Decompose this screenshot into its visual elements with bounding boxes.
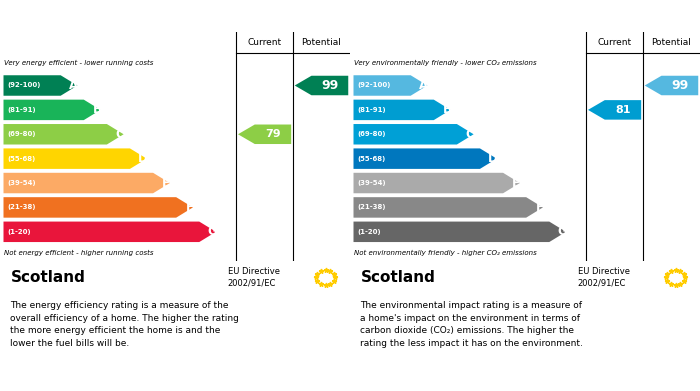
Text: (39-54): (39-54) (7, 180, 36, 186)
Text: EU Directive
2002/91/EC: EU Directive 2002/91/EC (578, 267, 629, 288)
Polygon shape (354, 100, 451, 120)
Polygon shape (354, 197, 543, 218)
Text: B: B (442, 103, 452, 117)
Text: (1-20): (1-20) (7, 229, 31, 235)
Text: B: B (92, 103, 102, 117)
Text: E: E (512, 177, 520, 190)
Text: C: C (466, 128, 475, 141)
Text: Scotland: Scotland (10, 270, 85, 285)
Text: F: F (186, 201, 193, 214)
Text: G: G (558, 225, 568, 238)
Text: (55-68): (55-68) (7, 156, 35, 161)
Text: 99: 99 (321, 79, 339, 92)
Text: (55-68): (55-68) (357, 156, 385, 161)
Polygon shape (4, 100, 101, 120)
Text: F: F (536, 201, 543, 214)
Polygon shape (4, 173, 170, 193)
Text: (92-100): (92-100) (357, 83, 391, 88)
Text: A: A (419, 79, 428, 92)
Text: Environmental Impact (CO₂) Rating: Environmental Impact (CO₂) Rating (358, 9, 605, 23)
Text: EU Directive
2002/91/EC: EU Directive 2002/91/EC (228, 267, 279, 288)
Polygon shape (4, 222, 216, 242)
Polygon shape (4, 75, 78, 96)
Text: (1-20): (1-20) (357, 229, 381, 235)
Polygon shape (645, 76, 699, 95)
Text: (81-91): (81-91) (357, 107, 386, 113)
Polygon shape (4, 149, 147, 169)
Text: Very environmentally friendly - lower CO₂ emissions: Very environmentally friendly - lower CO… (354, 60, 536, 66)
Text: (92-100): (92-100) (7, 83, 41, 88)
Text: Current: Current (248, 38, 281, 47)
Text: A: A (69, 79, 78, 92)
Text: G: G (208, 225, 218, 238)
Text: (21-38): (21-38) (7, 204, 36, 210)
Text: (69-80): (69-80) (7, 131, 36, 137)
Text: (69-80): (69-80) (357, 131, 386, 137)
Text: Potential: Potential (302, 38, 342, 47)
Polygon shape (354, 222, 566, 242)
Text: Not energy efficient - higher running costs: Not energy efficient - higher running co… (4, 249, 153, 256)
Text: (21-38): (21-38) (357, 204, 386, 210)
Text: Very energy efficient - lower running costs: Very energy efficient - lower running co… (4, 60, 153, 66)
Text: (39-54): (39-54) (357, 180, 386, 186)
Text: (81-91): (81-91) (7, 107, 36, 113)
Text: Not environmentally friendly - higher CO₂ emissions: Not environmentally friendly - higher CO… (354, 249, 536, 256)
Polygon shape (588, 100, 641, 120)
Polygon shape (4, 197, 193, 218)
Text: C: C (116, 128, 125, 141)
Text: E: E (162, 177, 170, 190)
Text: 99: 99 (671, 79, 689, 92)
Text: Energy Efficiency Rating: Energy Efficiency Rating (8, 9, 181, 23)
Text: Scotland: Scotland (360, 270, 435, 285)
Polygon shape (354, 173, 520, 193)
Polygon shape (238, 124, 291, 144)
Text: Current: Current (598, 38, 631, 47)
Text: 81: 81 (615, 105, 631, 115)
Polygon shape (354, 149, 497, 169)
Polygon shape (4, 124, 124, 145)
Text: Potential: Potential (652, 38, 692, 47)
Polygon shape (354, 75, 428, 96)
Text: The environmental impact rating is a measure of
a home's impact on the environme: The environmental impact rating is a mea… (360, 301, 583, 348)
Text: 79: 79 (265, 129, 281, 139)
Text: D: D (489, 152, 498, 165)
Text: D: D (139, 152, 148, 165)
Polygon shape (295, 76, 349, 95)
Text: The energy efficiency rating is a measure of the
overall efficiency of a home. T: The energy efficiency rating is a measur… (10, 301, 239, 348)
Polygon shape (354, 124, 474, 145)
